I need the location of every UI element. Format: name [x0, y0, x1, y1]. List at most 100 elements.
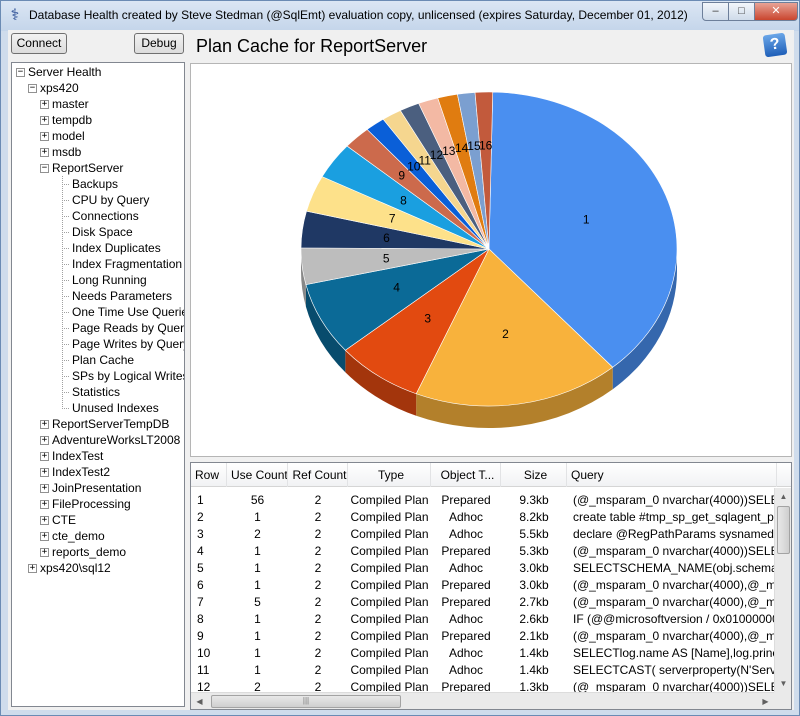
tree-expander-icon[interactable]: −	[16, 67, 25, 77]
table-cell: 5.3kb	[519, 544, 549, 558]
vertical-scroll-thumb[interactable]	[777, 506, 790, 554]
table-row[interactable]: 8 1 2 Compiled Plan Adhoc 2.6kb IF (@@microsof…	[191, 611, 791, 628]
tree-expander-icon[interactable]: +	[40, 115, 49, 125]
tree-item[interactable]: Statistics	[72, 385, 121, 399]
table-row[interactable]: 6 1 2 Compiled Plan Prepared 3.0kb (@_msparam_…	[191, 577, 791, 594]
debug-button[interactable]: Debug	[134, 33, 184, 54]
table-row[interactable]: 11 1 2 Compiled Plan Adhoc 1.4kb SELECTCAST( s…	[191, 662, 791, 679]
table-cell: 8	[197, 612, 204, 626]
table-row[interactable]: 7 5 2 Compiled Plan Prepared 2.7kb (@_msparam_…	[191, 594, 791, 611]
column-header[interactable]: Query	[567, 463, 777, 487]
tree-expander-icon[interactable]: −	[40, 163, 49, 173]
tree-item[interactable]: ReportServer	[52, 161, 124, 175]
tree-item[interactable]: xps420\sql12	[40, 561, 111, 575]
column-header[interactable]: Row	[191, 463, 227, 487]
tree-item[interactable]: tempdb	[52, 113, 93, 127]
scroll-right-icon[interactable]: ▶	[762, 697, 769, 706]
tree-expander-icon[interactable]: +	[40, 483, 49, 493]
table-cell: 2.1kb	[519, 629, 549, 643]
horizontal-scroll-thumb[interactable]: |||	[211, 695, 401, 708]
tree-expander-icon[interactable]: +	[40, 451, 49, 461]
tree-item[interactable]: Unused Indexes	[72, 401, 159, 415]
tree-expander-icon[interactable]: +	[40, 99, 49, 109]
tree-item[interactable]: Index Fragmentation	[72, 257, 183, 271]
plan-cache-grid[interactable]: Row Use Count Ref Count Type Object T... Size…	[190, 462, 792, 710]
table-row[interactable]: 3 2 2 Compiled Plan Adhoc 5.5kb declare @RegPa…	[191, 526, 791, 543]
pie-slice[interactable]	[488, 91, 678, 368]
table-cell: Prepared	[441, 629, 491, 643]
table-cell: 5.5kb	[519, 527, 549, 541]
table-row[interactable]: 2 1 2 Compiled Plan Adhoc 8.2kb create table #…	[191, 509, 791, 526]
tree-item[interactable]: IndexTest2	[52, 465, 111, 479]
column-header[interactable]: Use Count	[227, 463, 288, 487]
tree-item[interactable]: AdventureWorksLT2008	[52, 433, 181, 447]
table-row[interactable]: 12 2 2 Compiled Plan Prepared 1.3kb (@_msparam…	[191, 679, 791, 696]
table-cell: 5	[197, 561, 204, 575]
vertical-scrollbar[interactable]: ▲ ▼	[774, 488, 791, 692]
scroll-up-icon[interactable]: ▲	[779, 492, 788, 501]
table-row[interactable]: 1 56 2 Compiled Plan Prepared 9.3kb (@_msparam…	[191, 492, 791, 509]
tree-expander-icon[interactable]: +	[40, 147, 49, 157]
tree-item[interactable]: Needs Parameters	[72, 289, 173, 303]
tree-item[interactable]: Index Duplicates	[72, 241, 161, 255]
column-header[interactable]: Ref Count	[288, 463, 348, 487]
column-header[interactable]: Object T...	[431, 463, 501, 487]
tree-item[interactable]: CPU by Query	[72, 193, 150, 207]
tree-item[interactable]: ReportServerTempDB	[52, 417, 170, 431]
tree-item[interactable]: Page Reads by Query	[72, 321, 185, 335]
table-cell: Compiled Plan	[350, 527, 429, 541]
tree-expander-icon[interactable]: +	[40, 499, 49, 509]
tree-item[interactable]: Server Health	[28, 65, 102, 79]
column-header[interactable]: Type	[348, 463, 431, 487]
table-cell: Compiled Plan	[350, 680, 429, 694]
tree-expander-icon[interactable]: −	[28, 83, 37, 93]
help-icon[interactable]: ?	[762, 32, 788, 58]
tree-item[interactable]: Backups	[72, 177, 119, 191]
scroll-left-icon[interactable]: ◀	[196, 697, 203, 706]
tree-item[interactable]: reports_demo	[52, 545, 127, 559]
tree-item[interactable]: IndexTest	[52, 449, 104, 463]
tree-expander-icon[interactable]: +	[40, 531, 49, 541]
tree-item[interactable]: Long Running	[72, 273, 147, 287]
table-row[interactable]: 5 1 2 Compiled Plan Adhoc 3.0kb SELECTSCHEMA_N…	[191, 560, 791, 577]
table-row[interactable]: 4 1 2 Compiled Plan Prepared 5.3kb (@_msparam_…	[191, 543, 791, 560]
table-row[interactable]: 10 1 2 Compiled Plan Adhoc 1.4kb SELECTlog.nam…	[191, 645, 791, 662]
scroll-down-icon[interactable]: ▼	[779, 679, 788, 688]
tree-item[interactable]: model	[52, 129, 85, 143]
tree-item[interactable]: Plan Cache	[72, 353, 135, 367]
tree-expander-icon[interactable]: +	[40, 131, 49, 141]
horizontal-scrollbar[interactable]: ◀ ||| ▶	[191, 692, 774, 709]
table-cell: 2	[314, 578, 322, 592]
pie-slice-label: 11	[419, 153, 432, 167]
table-row[interactable]: 9 1 2 Compiled Plan Prepared 2.1kb (@_msparam_…	[191, 628, 791, 645]
title-bar[interactable]: ⚕ Database Health created by Steve Stedm…	[1, 1, 799, 31]
column-header[interactable]: Size	[501, 463, 567, 487]
table-cell: 2	[314, 561, 322, 575]
tree-expander-icon[interactable]: +	[40, 435, 49, 445]
tree-expander-icon[interactable]: +	[40, 419, 49, 429]
tree-expander-icon[interactable]: +	[28, 563, 37, 573]
close-button[interactable]: ✕	[754, 2, 798, 21]
tree-expander-icon[interactable]: +	[40, 547, 49, 557]
tree-item[interactable]: CTE	[52, 513, 76, 527]
tree-item[interactable]: cte_demo	[52, 529, 105, 543]
tree-item[interactable]: SPs by Logical Writes	[72, 369, 185, 383]
tree-item[interactable]: master	[52, 97, 89, 111]
tree-item[interactable]: Connections	[72, 209, 139, 223]
connect-button[interactable]: Connect	[11, 33, 67, 54]
pie-slice-label: 15	[467, 139, 481, 153]
tree-expander-icon[interactable]: +	[40, 467, 49, 477]
tree-item[interactable]: msdb	[52, 145, 82, 159]
server-tree[interactable]: − Server Health − xps420 + master + tempdb + mode…	[11, 62, 185, 707]
tree-item[interactable]: Disk Space	[72, 225, 133, 239]
tree-item[interactable]: One Time Use Queries	[72, 305, 185, 319]
pie-slice[interactable]	[474, 91, 494, 250]
tree-item[interactable]: xps420	[40, 81, 79, 95]
tree-item[interactable]: JoinPresentation	[52, 481, 142, 495]
maximize-button[interactable]: □	[728, 2, 755, 21]
tree-item[interactable]: FileProcessing	[52, 497, 131, 511]
tree-expander-icon[interactable]: +	[40, 515, 49, 525]
tree-item[interactable]: Page Writes by Query	[72, 337, 185, 351]
pie-slice[interactable]	[415, 248, 614, 407]
minimize-button[interactable]: –	[702, 2, 729, 21]
